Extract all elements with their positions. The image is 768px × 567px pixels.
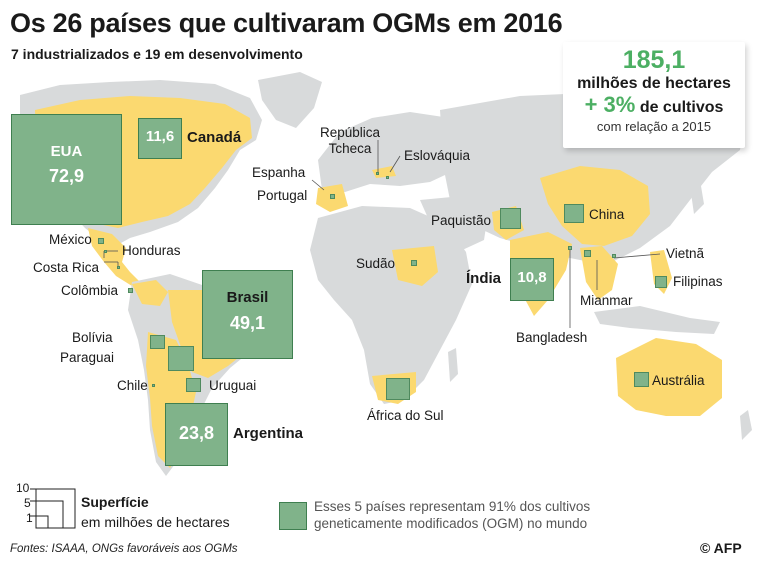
australia-shape xyxy=(616,338,722,416)
india-label: Índia xyxy=(466,270,502,287)
china-label: China xyxy=(589,207,625,222)
portugal-label: Portugal xyxy=(257,188,308,203)
source-note: Fontes: ISAAA, ONGs favoráveis aos OGMs xyxy=(10,543,238,555)
bangladesh-label: Bangladesh xyxy=(516,330,588,345)
slovakia-label: Eslováquia xyxy=(404,148,471,163)
vietnam-square xyxy=(612,254,616,258)
greenland-shape xyxy=(258,72,322,128)
scale-tick-10: 10 xyxy=(16,481,30,495)
usa-value: 72,9 xyxy=(48,166,85,186)
new-zealand-shape xyxy=(740,410,752,440)
brazil-name: Brasil xyxy=(226,289,269,306)
afp-credit: © AFP xyxy=(700,540,742,556)
middle-east-shape xyxy=(420,196,488,252)
honduras-label: Honduras xyxy=(122,243,181,258)
vietnam-label: Vietnã xyxy=(666,246,705,261)
growth-label: de cultivos xyxy=(639,99,724,116)
scale-unit: em milhões de hectares xyxy=(81,514,230,530)
sudan-label: Sudão xyxy=(356,256,396,271)
paraguay-label: Paraguai xyxy=(60,350,115,365)
sudan-shape xyxy=(392,246,438,286)
india-square xyxy=(510,258,554,301)
mexico-square xyxy=(98,238,104,244)
page-subtitle: 7 industrializados e 19 em desenvolvimen… xyxy=(11,46,303,62)
uruguay-square xyxy=(186,378,201,392)
total-area-unit: milhões de hectares xyxy=(577,75,731,92)
total-area-box: 185,1 milhões de hectares + 3% de cultiv… xyxy=(563,42,745,148)
honduras-square xyxy=(104,250,107,253)
china-square xyxy=(564,204,584,223)
mexico-label: México xyxy=(49,232,92,247)
colombia-label: Colômbia xyxy=(61,283,119,298)
bolivia-label: Bolívia xyxy=(72,330,113,345)
scale-tick-1: 1 xyxy=(26,511,33,525)
usa-square xyxy=(11,114,122,225)
page-title: Os 26 países que cultivaram OGMs em 2016 xyxy=(10,8,563,38)
bolivia-square xyxy=(150,335,165,349)
scale-tick-5: 5 xyxy=(24,496,31,510)
costa-rica-square xyxy=(117,266,120,269)
india-value: 10,8 xyxy=(517,269,547,286)
chile-label: Chile xyxy=(117,378,148,393)
europe-shape xyxy=(318,112,470,192)
indonesia-shape xyxy=(594,306,720,334)
growth-value: + 3% xyxy=(584,92,636,117)
highlight-legend-square xyxy=(279,502,307,530)
southeast-asia-shape xyxy=(580,246,618,300)
paraguay-square xyxy=(168,346,194,371)
philippines-square xyxy=(655,276,667,288)
pakistan-label: Paquistão xyxy=(431,213,492,228)
australia-label: Austrália xyxy=(652,373,705,388)
uruguay-label: Uruguai xyxy=(209,378,257,393)
canada-square xyxy=(138,118,182,159)
highlight-note-2: geneticamente modificados (OGM) no mundo xyxy=(314,516,588,531)
czech-label-text: República Tcheca xyxy=(319,125,381,156)
canada-label: Canadá xyxy=(187,129,242,146)
madagascar-shape xyxy=(448,348,458,382)
argentina-label: Argentina xyxy=(233,425,304,442)
south-africa-square xyxy=(386,378,410,400)
colombia-shape xyxy=(132,280,168,306)
chile-square xyxy=(152,384,155,387)
leader-lines xyxy=(98,140,661,328)
argentina-value: 23,8 xyxy=(178,423,215,443)
scale-title: Superfície xyxy=(81,494,149,510)
myanmar-square xyxy=(584,250,591,257)
czech-square xyxy=(376,172,379,175)
south-africa-label: África do Sul xyxy=(367,408,444,423)
slovakia-square xyxy=(386,176,389,179)
scale-legend xyxy=(30,488,76,529)
sudan-square xyxy=(411,260,417,266)
usa-name: EUA xyxy=(50,143,83,160)
philippines-label: Filipinas xyxy=(673,274,723,289)
canada-value: 11,6 xyxy=(145,128,175,145)
growth-note: com relação a 2015 xyxy=(596,119,712,134)
argentina-square xyxy=(165,403,228,466)
portugal-spain-square xyxy=(330,194,335,199)
brazil-value: 49,1 xyxy=(229,313,266,333)
brazil-square xyxy=(202,270,293,359)
growth-line: + 3% de cultivos xyxy=(563,94,745,119)
pakistan-square xyxy=(500,208,521,229)
china-shape xyxy=(540,166,650,246)
total-area-value: 185,1 xyxy=(622,46,686,74)
bangladesh-square xyxy=(568,246,572,250)
highlight-note-1: Esses 5 países representam 91% dos culti… xyxy=(314,499,591,514)
czech-label: República Tcheca xyxy=(315,125,385,157)
colombia-square xyxy=(128,288,133,293)
costa-rica-label: Costa Rica xyxy=(33,260,100,275)
spain-label: Espanha xyxy=(252,165,306,180)
myanmar-label: Mianmar xyxy=(580,293,633,308)
japan-shape xyxy=(690,180,704,214)
australia-square xyxy=(634,372,649,387)
